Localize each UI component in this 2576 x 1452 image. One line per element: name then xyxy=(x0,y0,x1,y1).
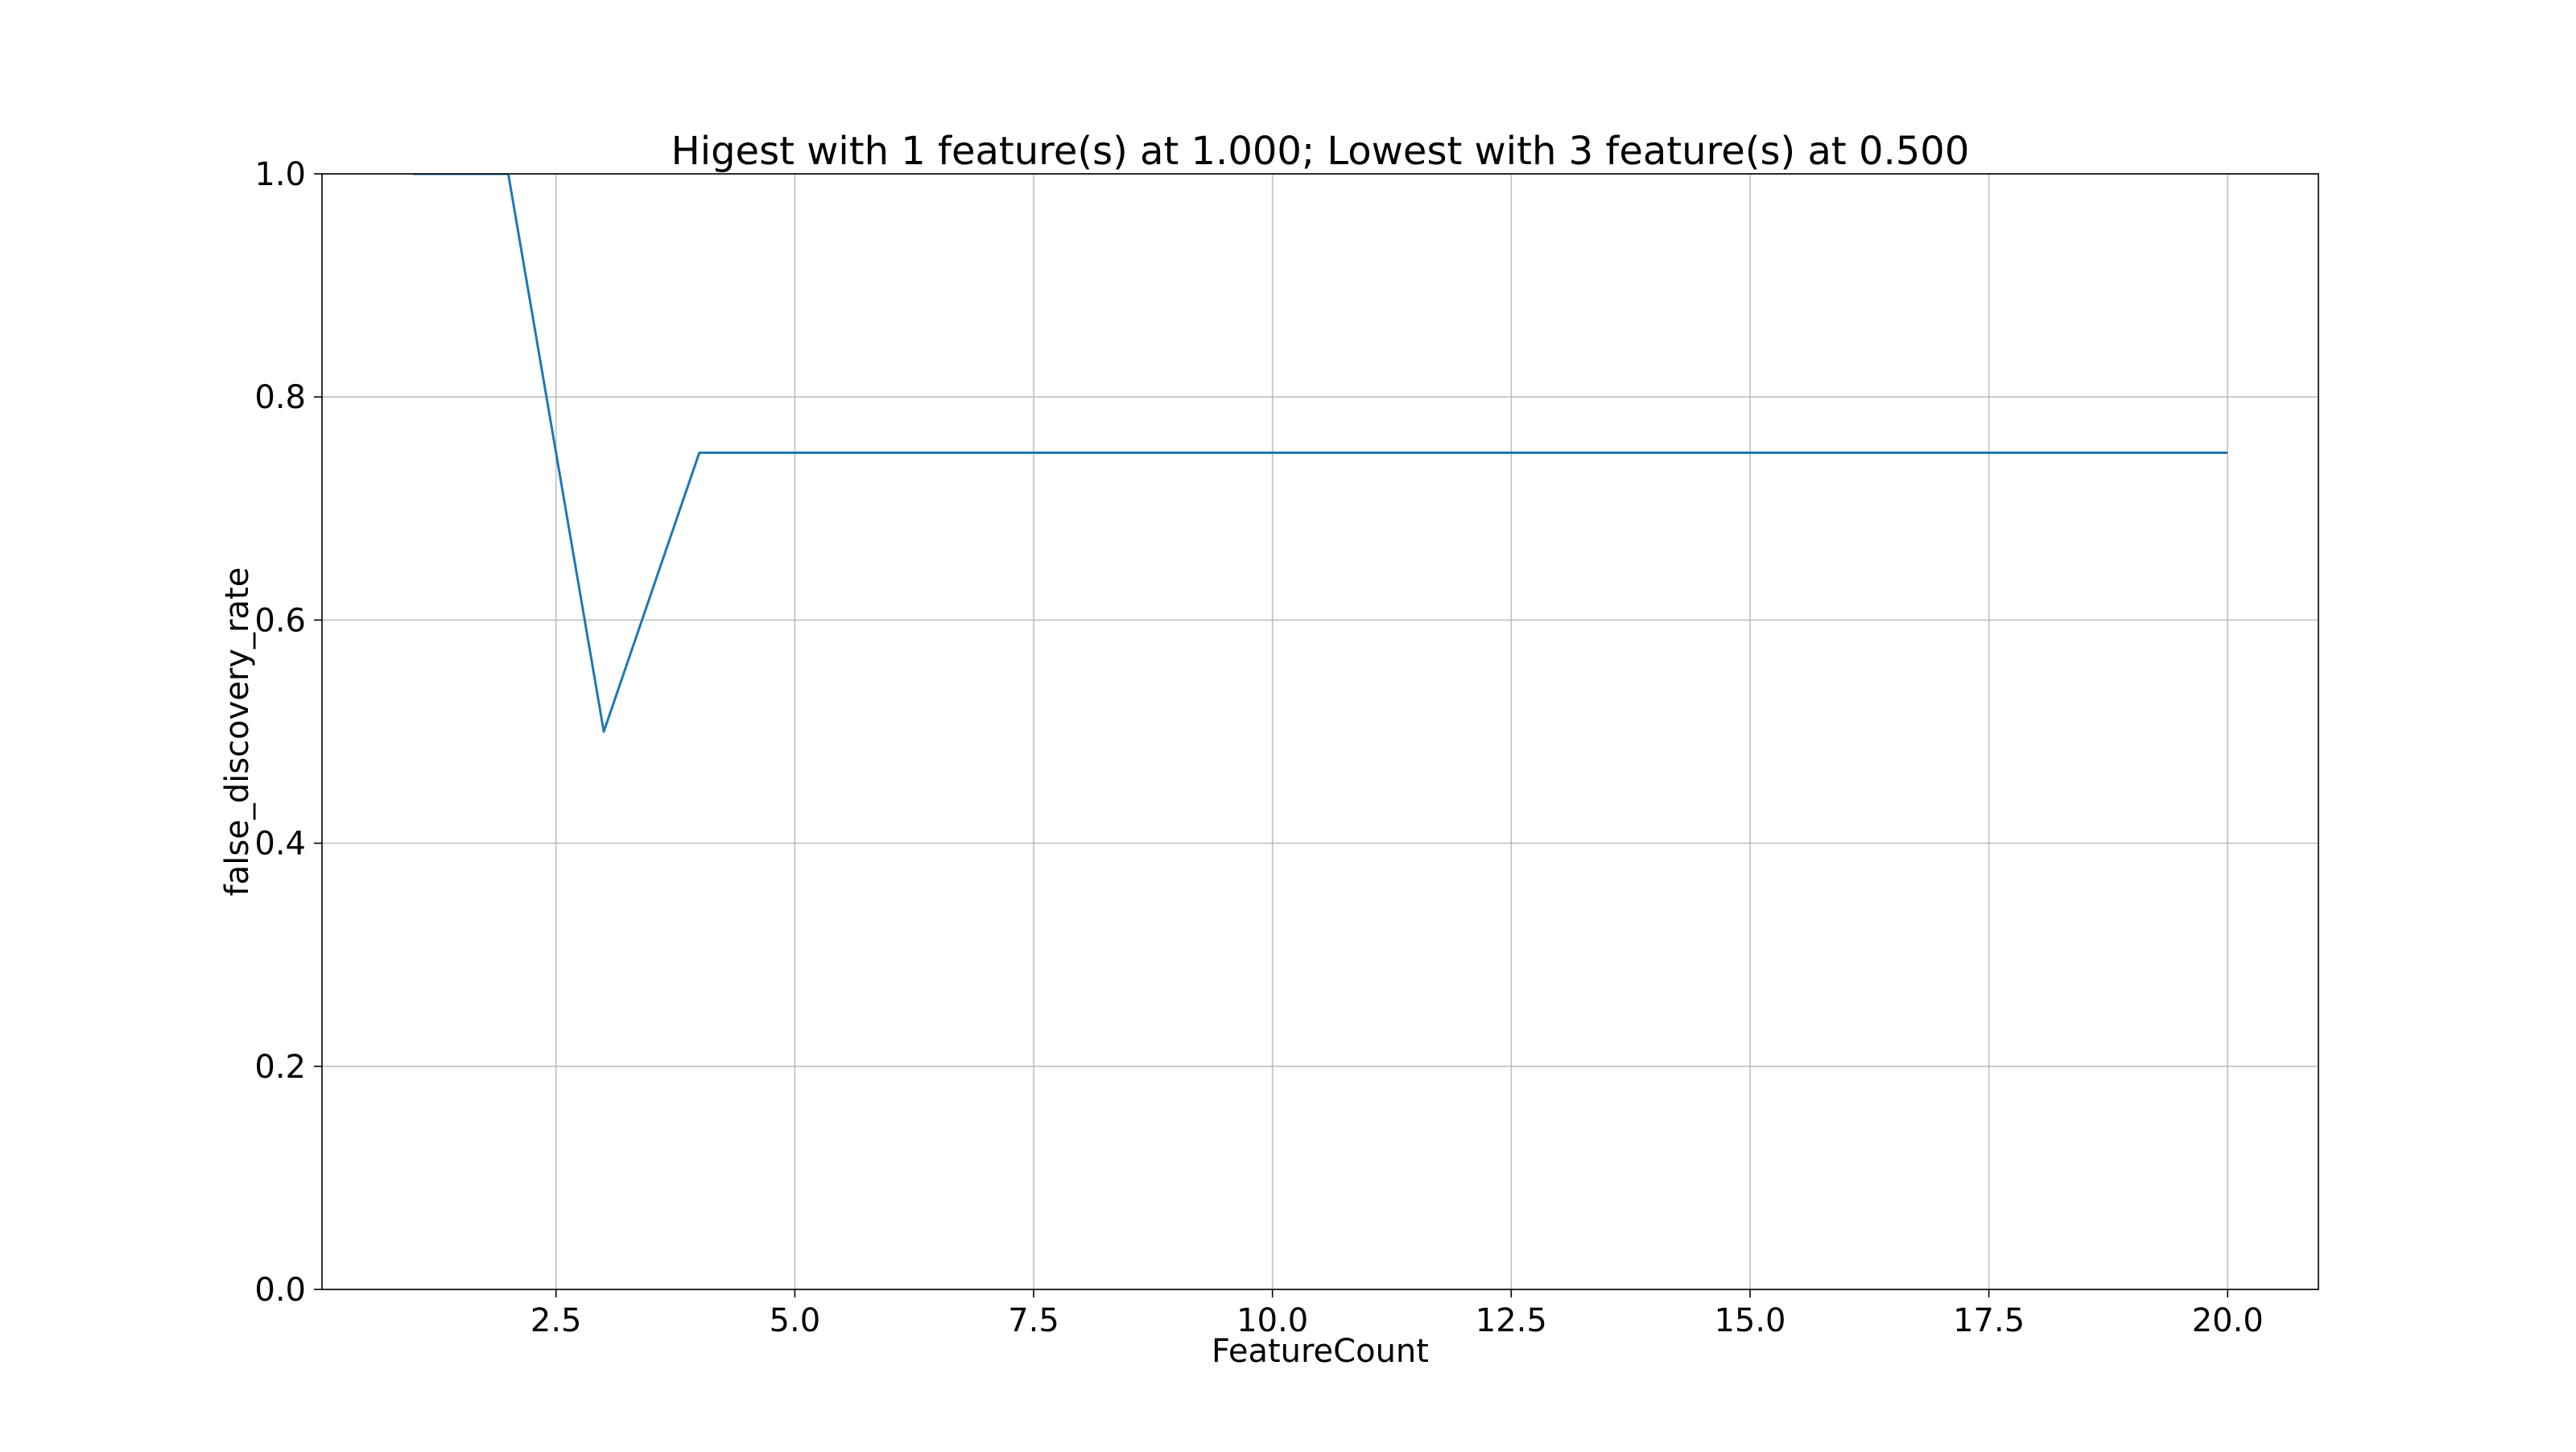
y-tick-label: 0.8 xyxy=(254,379,306,416)
y-tick-label: 0.2 xyxy=(254,1049,306,1086)
plot-frame xyxy=(321,173,2319,1290)
x-tick-label: 10.0 xyxy=(1236,1302,1308,1339)
y-tick-label: 0.6 xyxy=(254,602,306,639)
x-tick-label: 17.5 xyxy=(1953,1302,2025,1339)
x-axis-label: FeatureCount xyxy=(1212,1333,1429,1370)
chart-title: Higest with 1 feature(s) at 1.000; Lowes… xyxy=(671,129,1970,174)
x-tick-label: 15.0 xyxy=(1714,1302,1785,1339)
series-line-0 xyxy=(412,174,2228,733)
y-tick-label: 0.4 xyxy=(254,826,306,863)
y-axis-label: false_discovery_rate xyxy=(219,567,256,897)
x-axis-ticks: 2.5 5.0 7.5 10.0 12.5 15.0 17.5 20.0 xyxy=(530,1289,2264,1339)
x-tick-label: 20.0 xyxy=(2192,1302,2264,1339)
x-tick-label: 7.5 xyxy=(1008,1302,1059,1339)
x-tick-label: 2.5 xyxy=(530,1302,582,1339)
series-layer xyxy=(412,174,2228,733)
y-axis-ticks: 0.0 0.2 0.4 0.6 0.8 1.0 xyxy=(254,156,322,1309)
x-tick-label: 12.5 xyxy=(1476,1302,1547,1339)
x-tick-label: 5.0 xyxy=(770,1302,821,1339)
grid-lines xyxy=(322,173,2318,1290)
y-tick-label: 0.0 xyxy=(254,1272,306,1309)
y-tick-label: 1.0 xyxy=(254,156,306,193)
